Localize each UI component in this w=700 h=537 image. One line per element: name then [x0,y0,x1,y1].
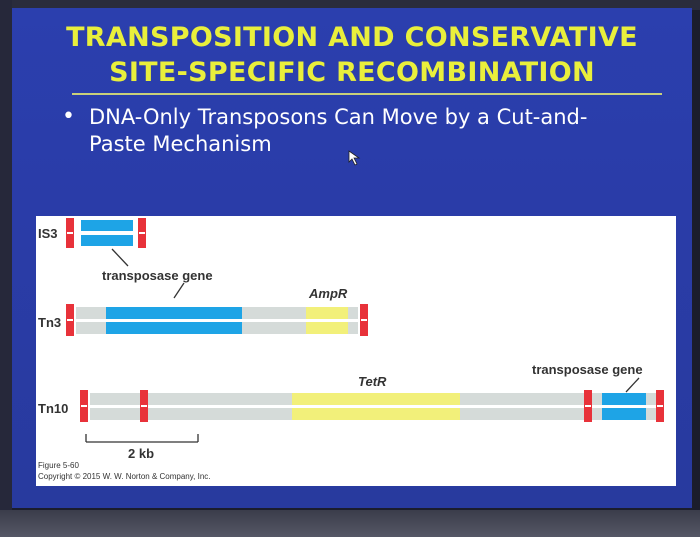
figure-panel: IS3 transposase gene Tn3 AmpR [36,216,676,486]
is3-element [66,218,146,267]
tn10-tetr-bottom [292,408,460,420]
label-is3: IS3 [38,226,58,241]
photo-frame-bottom [0,510,700,537]
tn3-ampr-bottom [306,322,348,334]
tn10-element [80,390,664,422]
label-tetr: TetR [358,374,387,389]
title-line-1: TRANSPOSITION AND CONSERVATIVE [66,22,638,53]
is3-pointer-line [111,248,129,267]
label-tn3: Tn3 [38,315,61,330]
label-ampr: AmpR [308,286,348,301]
title-divider [72,93,662,95]
tn10-tetr-top [292,393,460,405]
tn10-transposase-top [602,393,646,405]
slide: TRANSPOSITION AND CONSERVATIVE SITE-SPEC… [12,8,692,508]
tn3-transposase-bottom [106,322,242,334]
figure-copyright: Copyright © 2015 W. W. Norton & Company,… [38,472,210,481]
is3-transposase-bottom [81,235,133,246]
photo-frame-left [0,0,12,537]
title-line-2: SITE-SPECIFIC RECOMBINATION [109,57,595,88]
label-transposase-gene-1: transposase gene [102,268,213,283]
tn3-element [66,304,368,336]
tn10-transposase-bottom [602,408,646,420]
bullet-text: DNA-Only Transposons Can Move by a Cut-a… [89,104,649,158]
transposon-diagram: IS3 transposase gene Tn3 AmpR [38,218,664,481]
label-scale: 2 kb [128,446,154,461]
mouse-pointer-icon [348,150,361,166]
bullet-line-2: Paste Mechanism [89,132,272,156]
figure-number: Figure 5-60 [38,461,79,470]
tn10-pointer-line [625,377,640,393]
photo-frame-top [0,0,700,10]
bullet-line-1: DNA-Only Transposons Can Move by a Cut-a… [89,105,588,129]
is3-transposase-top [81,220,133,231]
bullet-dot-icon: • [62,104,75,129]
tn3-transposase-top [106,307,242,319]
tn3-pointer-line [173,282,185,299]
tn3-ampr-top [306,307,348,319]
slide-title: TRANSPOSITION AND CONSERVATIVE SITE-SPEC… [12,20,692,90]
label-tn10: Tn10 [38,401,68,416]
scale-bar [85,434,199,443]
label-transposase-gene-2: transposase gene [532,362,643,377]
